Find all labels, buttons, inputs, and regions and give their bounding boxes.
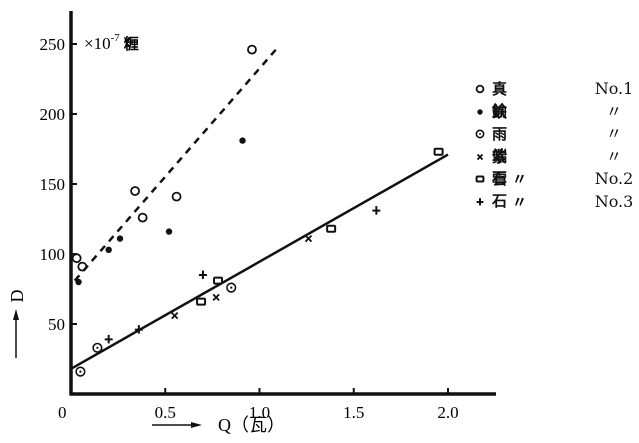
x-tick-label: 0.5 (155, 403, 176, 422)
open-circle-marker-icon (171, 191, 182, 202)
svg-text:×10-7糎: ×10-7 糎 (84, 32, 139, 53)
origin-label: 0 (58, 403, 67, 422)
legend-number: 〃 (605, 124, 622, 143)
cross-marker-icon (171, 311, 179, 320)
y-tick-label: 250 (40, 35, 66, 54)
circled-dot-marker-icon (475, 129, 485, 139)
plus-marker-icon (198, 270, 207, 279)
x-tick-label: 1.5 (343, 403, 364, 422)
legend-number: 〃 (605, 146, 622, 166)
legend-label: 真鍮 (492, 80, 508, 120)
open-circle-marker-icon (137, 212, 148, 223)
circled-dot-marker-icon (92, 342, 103, 353)
filled-dot-marker-icon (116, 235, 124, 242)
open-circle-marker-icon (247, 44, 257, 55)
legend-number: No.3 (594, 191, 634, 211)
solid-fit-line (70, 153, 449, 370)
cross-marker-icon (476, 153, 484, 160)
y-arrow-icon (13, 309, 19, 358)
unit-word: 糎 (124, 35, 139, 53)
x-axis-label: Q（瓦） (152, 415, 285, 435)
axes (69, 11, 496, 396)
x-ticks: 0.5 1.0 1.5 2.0 (155, 388, 459, 422)
legend-label: 鉄 (492, 102, 508, 121)
plus-marker-icon (372, 206, 381, 215)
legend-label: 紫雲石 (492, 147, 508, 210)
circled-dot-marker-icon (226, 282, 237, 293)
filled-dot-marker-icon (75, 278, 82, 286)
legend-label: 〃 (512, 170, 528, 188)
x-label-text: Q（瓦） (218, 415, 285, 435)
filled-dot-marker-icon (239, 137, 246, 144)
plus-marker-icon (104, 334, 113, 344)
unit-text: ×10 (84, 34, 111, 53)
legend-number: No.1 (594, 79, 634, 98)
square-marker-icon (196, 297, 207, 306)
plus-marker-icon (476, 197, 484, 205)
x-tick-label: 2.0 (437, 403, 458, 422)
circled-dot-marker-icon (75, 366, 86, 377)
y-axis-label: D (7, 290, 27, 358)
cross-marker-icon (212, 293, 220, 302)
x-tick-label: 1.0 (249, 403, 270, 422)
open-circle-marker-icon (475, 84, 485, 94)
legend-number: 〃 (605, 101, 622, 121)
unit-annotation: ×10-7 糎 (84, 32, 139, 53)
x-arrow-icon (152, 422, 202, 428)
dashed-fit-line (73, 45, 280, 282)
open-circle-marker-icon (71, 253, 82, 264)
filled-dot-marker-icon (105, 246, 112, 253)
unit-exponent: -7 (111, 32, 121, 44)
legend-label: 〃 (512, 192, 528, 211)
filled-dot-marker-icon (165, 228, 173, 235)
plus-marker-icon (134, 325, 143, 334)
y-tick-label: 100 (40, 245, 66, 264)
legend-number: No.2 (594, 169, 634, 188)
legend-label: 雨端石 (492, 125, 508, 187)
open-circle-marker-icon (130, 186, 140, 196)
square-marker-icon (326, 224, 337, 233)
y-label-text: D (7, 290, 27, 303)
square-marker-icon (433, 147, 444, 156)
y-tick-label: 200 (40, 105, 66, 124)
y-tick-label: 50 (48, 315, 65, 334)
data-points (71, 44, 444, 377)
square-marker-icon (213, 276, 224, 285)
y-tick-label: 150 (40, 175, 66, 194)
open-circle-marker-icon (77, 261, 88, 272)
filled-dot-marker-icon (477, 108, 483, 115)
cross-marker-icon (304, 234, 313, 243)
fit-lines (70, 45, 449, 370)
square-marker-icon (475, 175, 485, 183)
y-ticks: 50 100 150 200 250 (40, 35, 77, 334)
